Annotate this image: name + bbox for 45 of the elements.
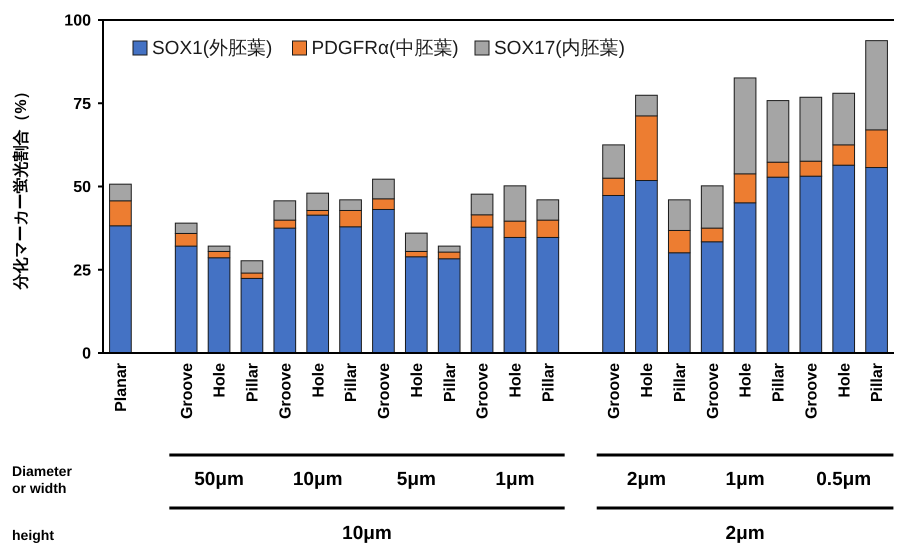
y-axis-title: 分化マーカー蛍光割合（%） [12,83,30,291]
x-tick-label: Groove [474,362,492,420]
text: 1μm [495,469,534,490]
x-tick-label: Planar [113,363,130,412]
x-tick-label: Hole [836,362,854,398]
x-tick-label: Groove [178,362,196,420]
text: 0.5μm [816,469,872,490]
y-tick-label: 75 [73,96,92,113]
text: 50μm [194,469,244,490]
bar [306,214,330,354]
x-tick-label: Hole [310,362,328,398]
x-tick-label: Hole [738,362,755,398]
y-tick-label: 100 [64,12,92,30]
bar [240,278,264,354]
x-tick-label: Pillar [244,363,262,402]
y-tick-label: 0 [82,346,92,363]
x-tick-label: Pillar [869,363,886,402]
text: 2μm [726,523,765,544]
x-tick-label: Groove [704,362,722,420]
legend-label: SOX17(内胚葉) [494,38,625,59]
text: 10μm [292,469,343,490]
x-tick-label: Groove [803,362,820,420]
x-tick-label: Pillar [672,363,689,402]
x-tick-label: Pillar [343,363,360,402]
x-tick-label: Hole [408,362,426,398]
x-tick-label: Hole [508,362,525,398]
x-tick-label: Hole [639,362,656,398]
y-tick-label: 50 [73,179,92,196]
x-tick-label: Hole [212,362,229,398]
x-tick-label: Pillar [540,363,558,402]
x-tick-label: Groove [277,362,294,420]
x-tick-label: Groove [376,362,394,420]
legend-label: PDGFRα(中胚葉) [312,38,459,59]
text: height [12,527,54,543]
y-tick-label: 25 [73,262,92,280]
text: Diameter or width [12,463,72,496]
text: 10μm [342,523,392,544]
x-tick-label: Groove [606,362,624,420]
text: 5μm [396,469,436,490]
x-tick-label: Pillar [442,363,459,402]
bar [404,256,428,354]
x-tick-label: Pillar [770,363,788,402]
legend-label: SOX1(外胚葉) [152,38,272,59]
text: 2μm [626,469,666,490]
text: 1μm [726,469,765,490]
